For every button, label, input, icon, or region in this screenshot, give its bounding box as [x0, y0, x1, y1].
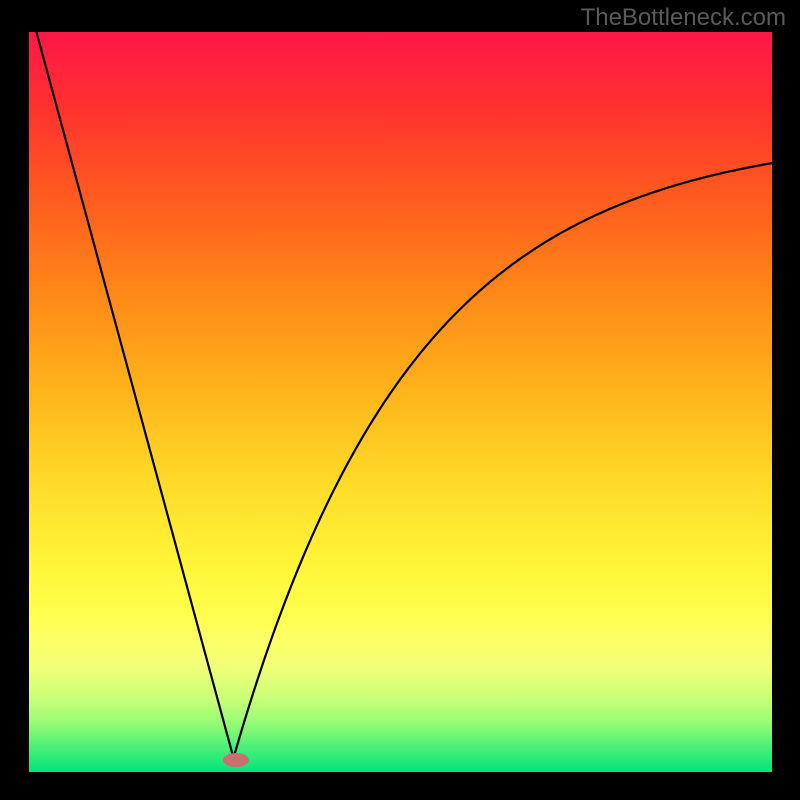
watermark-text: TheBottleneck.com	[581, 4, 786, 32]
curve-layer	[29, 32, 772, 772]
bottleneck-curve	[36, 32, 772, 757]
chart-container: TheBottleneck.com	[0, 0, 800, 800]
plot-area	[29, 32, 772, 772]
minimum-marker	[223, 753, 249, 767]
